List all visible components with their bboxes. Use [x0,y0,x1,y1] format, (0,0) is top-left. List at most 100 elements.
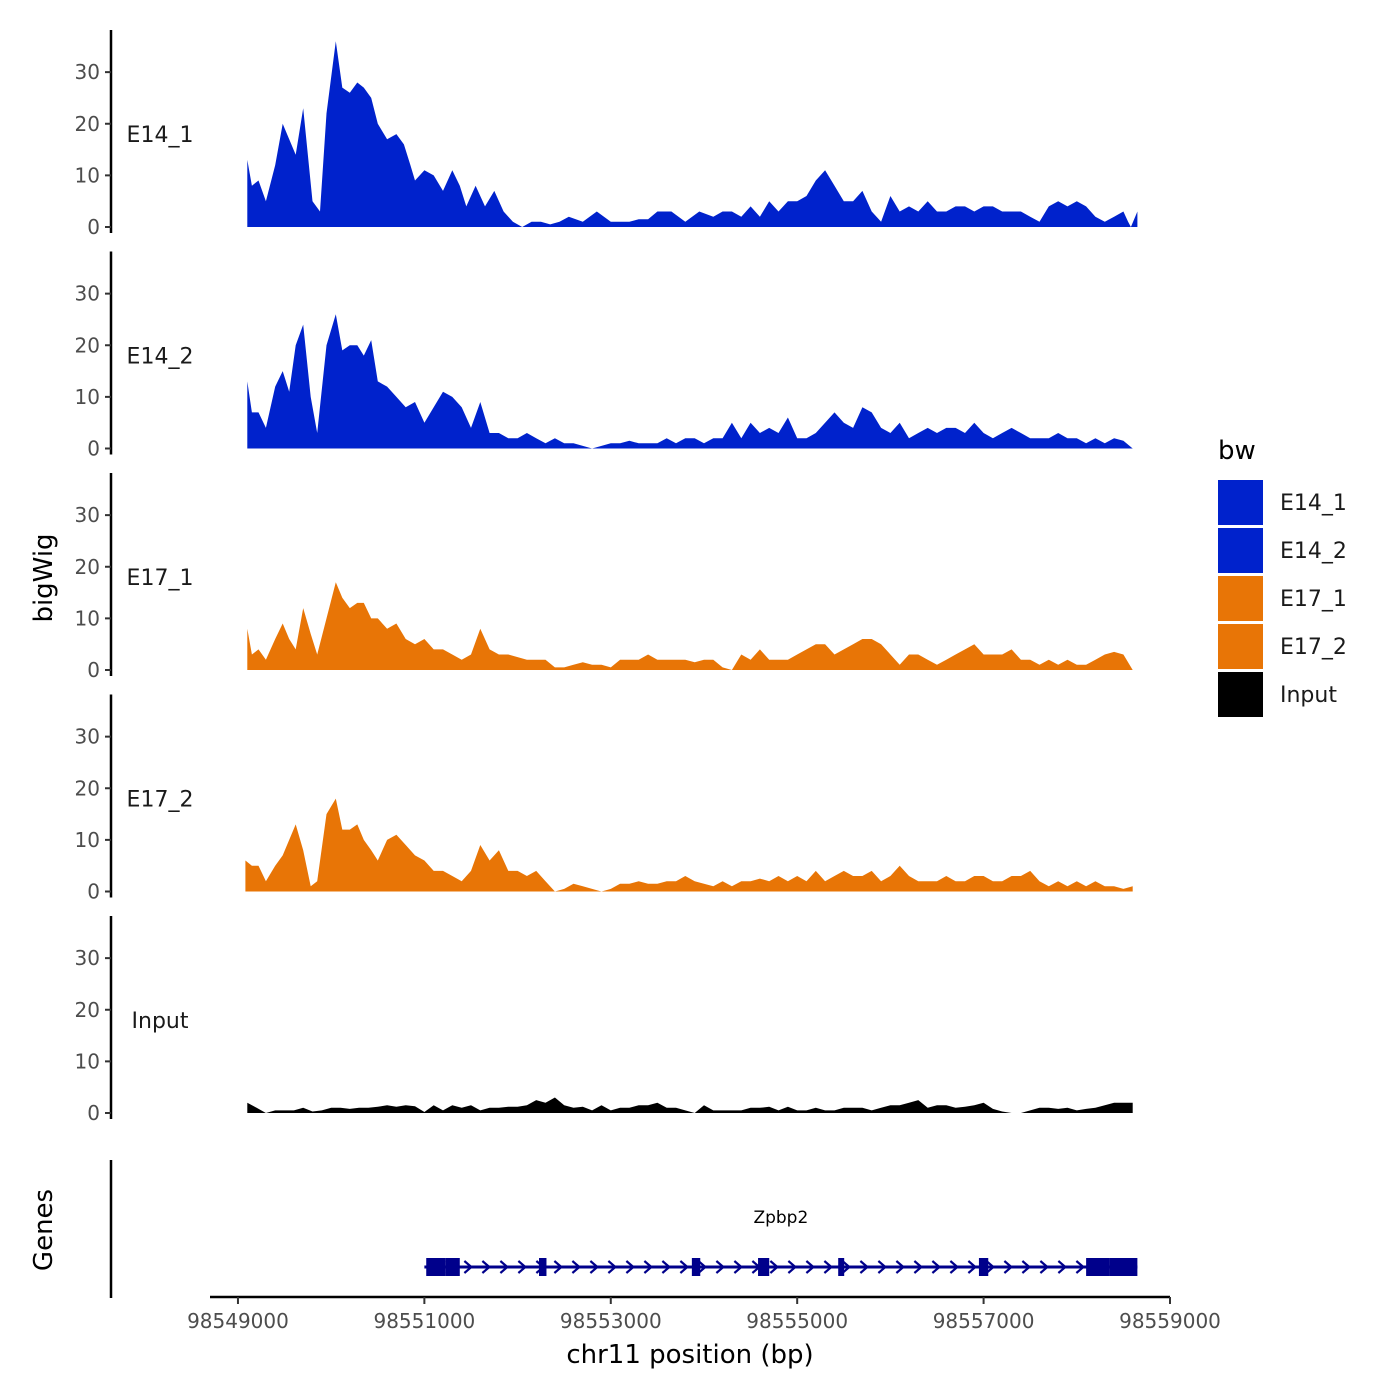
strand-arrow [913,1260,924,1274]
signal-area-e17-2 [245,798,1133,892]
y-tick-label: 20 [75,555,100,579]
strand-arrow [661,1260,672,1274]
strand-arrow [895,1260,906,1274]
strand-arrow [859,1260,870,1274]
y-tick-label: 10 [75,1049,100,1073]
strand-arrow [571,1260,582,1274]
legend-swatch-e17-2 [1218,624,1263,669]
strand-arrow [553,1260,564,1274]
x-tick-label: 98551000 [373,1309,475,1333]
strand-arrow [481,1260,492,1274]
x-axis: 98549000 98551000 98553000 98555000 98557000… [187,1295,1221,1333]
track-label: E17_1 [127,566,194,591]
y-tick-label: 0 [87,437,100,461]
exon [1086,1258,1110,1276]
gene-track: Zpbp2 [109,1160,1138,1298]
y-tick-label: 30 [75,946,100,970]
exon [539,1258,547,1276]
strand-arrow [463,1260,474,1274]
strand-arrow [517,1260,528,1274]
strand-arrow [1039,1260,1050,1274]
y-tick-label: 20 [75,776,100,800]
strand-arrow [715,1260,726,1274]
legend-swatch-e17-1 [1218,576,1263,621]
x-tick-label: 98549000 [187,1309,289,1333]
legend-label-e14-1: E14_1 [1280,491,1347,516]
track-panels: 0 10 20 30 E14_1 0 10 20 30 E14_2 0 10 20 30 E17_1 0 10 2… [75,30,1138,1125]
x-axis-title: chr11 position (bp) [566,1340,813,1370]
signal-area-input [247,1097,1133,1113]
y-tick-label: 10 [75,385,100,409]
y-tick-label: 20 [75,112,100,136]
y-tick-label: 0 [87,658,100,682]
strand-arrow [1057,1260,1068,1274]
legend-title: bw [1218,436,1256,466]
track-e17-1: 0 10 20 30 E17_1 [75,473,1133,682]
y-tick-label: 30 [75,503,100,527]
legend-swatch-e14-2 [1218,528,1263,573]
track-label: E14_1 [127,123,194,148]
track-label: Input [132,1009,189,1034]
strand-arrow [931,1260,942,1274]
y-tick-label: 0 [87,215,100,239]
legend-label-e17-1: E17_1 [1280,587,1347,612]
y-axis-title: bigWig [29,533,59,622]
y-tick-label: 0 [87,1101,100,1125]
gene-name-label: Zpbp2 [753,1208,808,1228]
y-tick-label: 10 [75,163,100,187]
track-e14-2: 0 10 20 30 E14_2 [75,251,1133,461]
y-tick-label: 30 [75,282,100,306]
legend: bw E14_1 E14_2 E17_1 E17_2 Input [1218,436,1347,717]
gene-track-title: Genes [29,1189,59,1271]
strand-arrow [805,1260,816,1274]
track-e17-2: 0 10 20 30 E17_2 [75,694,1133,904]
strand-arrow [877,1260,888,1274]
y-tick-label: 0 [87,880,100,904]
x-tick-label: 98555000 [746,1309,848,1333]
strand-arrow [769,1260,780,1274]
exon [838,1258,845,1276]
strand-arrow [589,1260,600,1274]
strand-arrow [967,1260,978,1274]
signal-area-e17-1 [247,582,1133,670]
strand-arrow [733,1260,744,1274]
strand-arrow [787,1260,798,1274]
exon [1109,1258,1138,1276]
exon [758,1258,770,1276]
x-tick-label: 98557000 [933,1309,1035,1333]
track-input: 0 10 20 30 Input [75,916,1133,1125]
strand-arrow [1003,1260,1014,1274]
track-e14-1: 0 10 20 30 E14_1 [75,30,1138,239]
strand-arrow [679,1260,690,1274]
y-tick-label: 20 [75,998,100,1022]
strand-arrow [625,1260,636,1274]
strand-arrow [841,1260,852,1274]
legend-label-input: Input [1280,683,1337,708]
legend-swatch-input [1218,672,1263,717]
strand-arrow [985,1260,996,1274]
strand-arrow [643,1260,654,1274]
y-tick-label: 10 [75,828,100,852]
signal-area-e14-1 [247,41,1138,228]
x-tick-label: 98559000 [1119,1309,1221,1333]
exon [426,1258,446,1276]
x-tick-label: 98553000 [560,1309,662,1333]
exon [445,1258,460,1276]
legend-swatch-e14-1 [1218,480,1263,525]
legend-label-e14-2: E14_2 [1280,539,1347,564]
legend-label-e17-2: E17_2 [1280,635,1347,660]
signal-area-e14-2 [247,314,1133,449]
strand-arrow [823,1260,834,1274]
exon [978,1258,989,1276]
track-label: E14_2 [127,345,194,370]
strand-arrow [697,1260,708,1274]
y-tick-label: 30 [75,60,100,84]
strand-arrow [1021,1260,1032,1274]
y-tick-label: 10 [75,606,100,630]
strand-arrow [949,1260,960,1274]
strand-arrow [499,1260,510,1274]
strand-arrow [1075,1260,1086,1274]
strand-arrow [607,1260,618,1274]
y-tick-label: 20 [75,333,100,357]
